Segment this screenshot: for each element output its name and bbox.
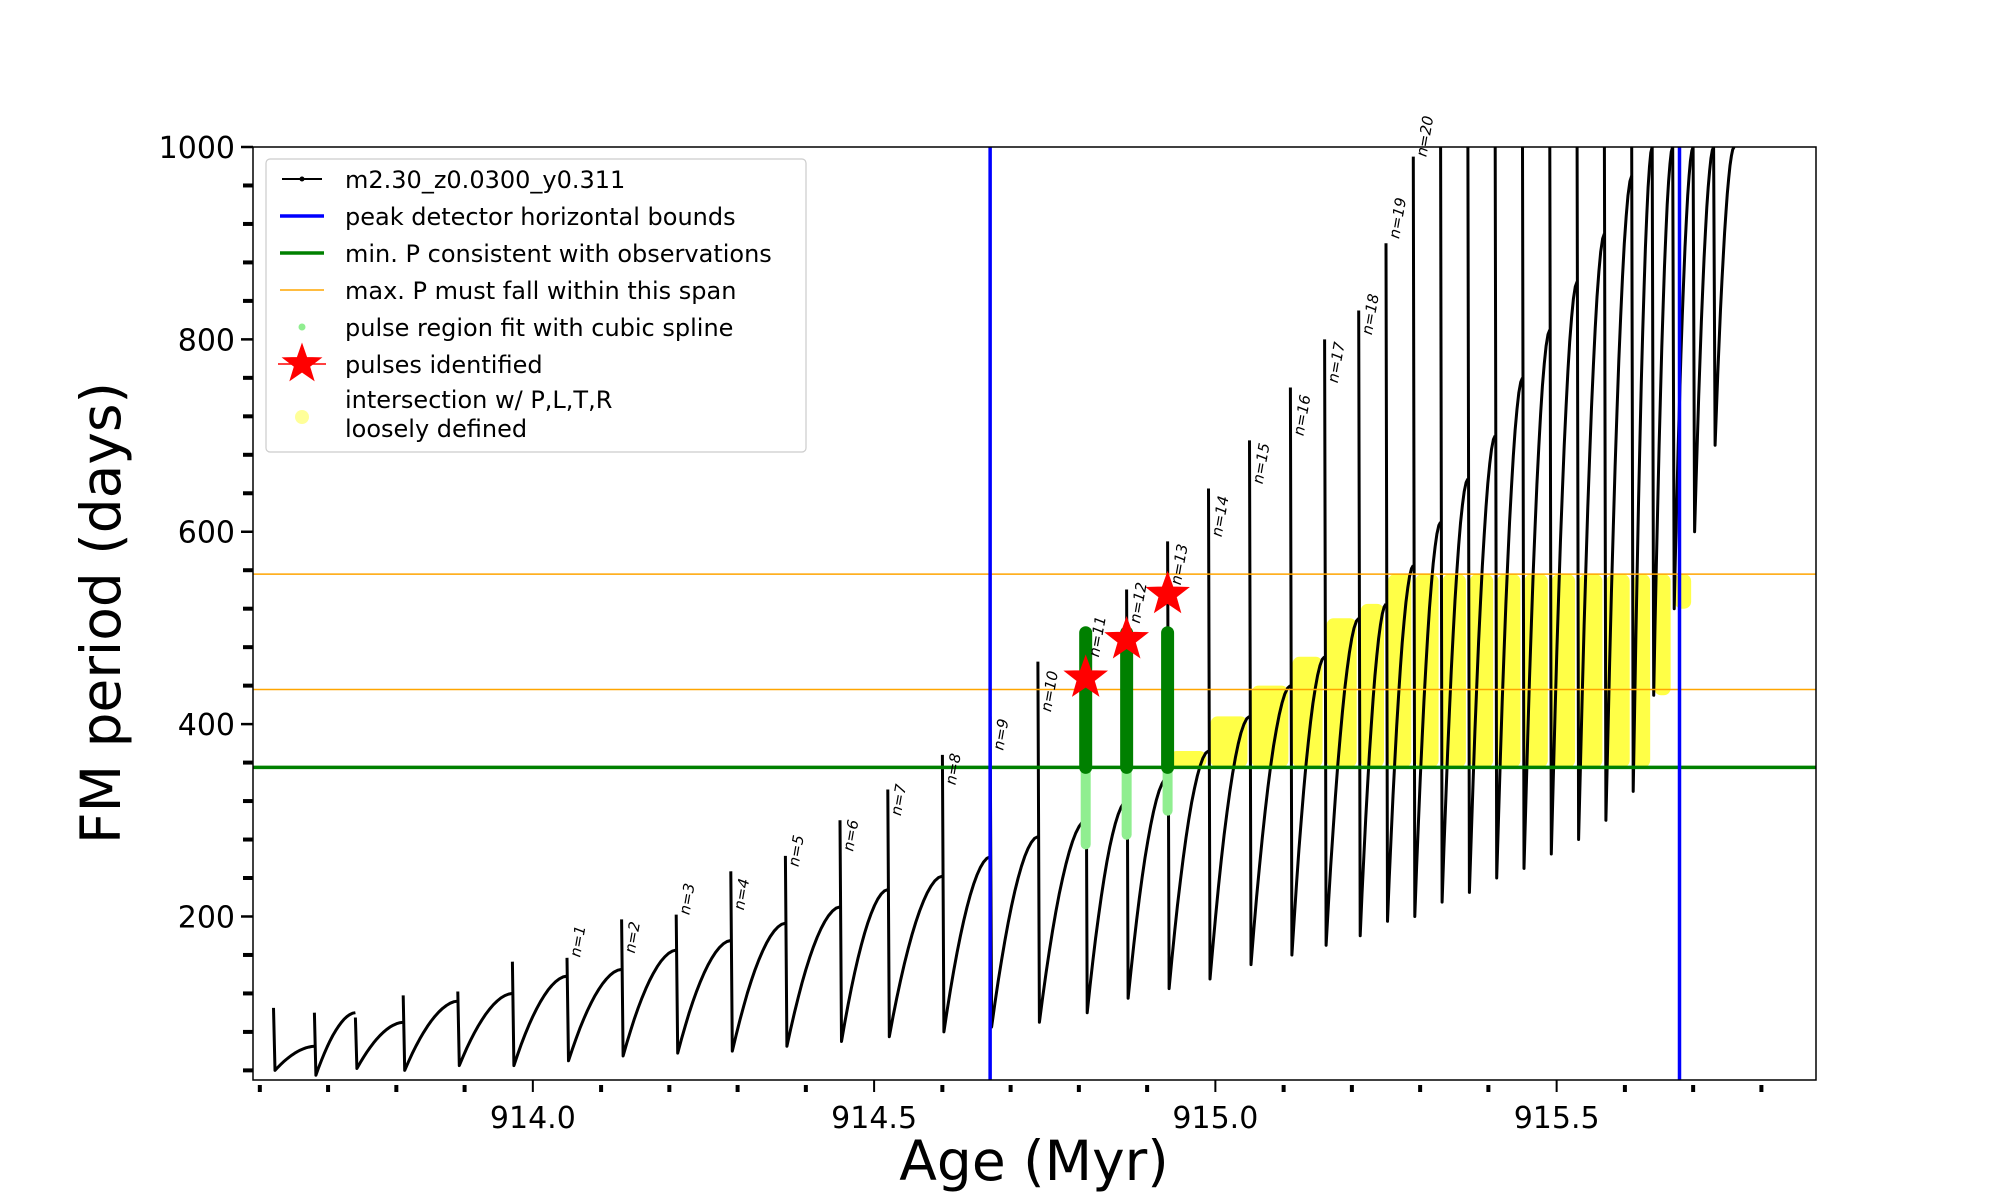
legend-swatch-track-marker <box>299 176 305 182</box>
legend-item-intersection: intersection w/ P,L,T,R loosely defined <box>295 386 612 443</box>
legend-label-spline: pulse region fit with cubic spline <box>345 314 733 342</box>
track-cycle <box>1602 147 1634 822</box>
legend-item-pulses: pulses identified <box>278 342 543 382</box>
x-axis: 914.0 914.5 915.0 915.5 <box>257 1080 1764 1136</box>
pulse-star <box>1145 570 1190 614</box>
legend-item-peak-bounds: peak detector horizontal bounds <box>280 203 736 231</box>
track-cycle <box>886 789 943 1039</box>
track-cycle <box>1288 387 1326 957</box>
y-axis: 200 400 600 800 1000 <box>159 131 253 1073</box>
plot-frame <box>252 146 1817 1081</box>
track-cycle <box>565 957 622 1063</box>
track-cycle <box>401 995 459 1072</box>
x-tick-label: 915.5 <box>1514 1101 1600 1136</box>
pulse-label: n=6 <box>839 818 862 852</box>
track-cycle <box>1084 627 1128 1015</box>
track-cycle <box>1207 488 1251 981</box>
legend-item-max-p: max. P must fall within this span <box>280 277 736 305</box>
x-tick-label: 914.5 <box>831 1101 917 1136</box>
intersection-region <box>1654 574 1671 696</box>
y-axis-title: FM period (days) <box>69 382 133 844</box>
y-tick-label: 600 <box>178 516 235 551</box>
track-cycle <box>1466 147 1497 894</box>
track-cycle <box>1548 147 1579 856</box>
pulse-label: n=2 <box>621 920 644 954</box>
pulse-star <box>1104 616 1150 659</box>
track-cycle <box>674 914 732 1055</box>
intersection-region <box>1169 751 1207 768</box>
pulse-label: n=7 <box>887 782 910 817</box>
track-cycle <box>1323 339 1360 947</box>
track-cycle <box>940 754 991 1034</box>
x-axis-title: Age (Myr) <box>899 1129 1168 1193</box>
track-cycle <box>1575 147 1606 841</box>
legend-label-max-p: max. P must fall within this span <box>345 277 736 305</box>
intersection-region <box>1210 716 1248 768</box>
pulse-label: n=8 <box>942 752 965 786</box>
track-cycle <box>988 716 1039 1029</box>
track-cycle <box>1036 661 1087 1024</box>
y-tick-label: 800 <box>178 323 235 358</box>
track-cycle <box>783 855 841 1048</box>
pulse-star <box>1063 654 1109 697</box>
legend-label-peak-bounds: peak detector horizontal bounds <box>345 203 736 231</box>
legend-box <box>265 158 807 453</box>
intersection-region <box>1606 574 1630 768</box>
pulse-label: n=1 <box>566 924 589 958</box>
track-cycle <box>456 991 513 1068</box>
vertical-lines-layer <box>988 147 1682 1080</box>
track-cycle <box>1384 243 1415 923</box>
legend-swatch-pulses-star <box>281 342 323 382</box>
track-cycle <box>1411 156 1442 918</box>
track-cycle <box>1248 440 1292 967</box>
track-cycle <box>1357 310 1388 938</box>
y-tick-label: 1000 <box>159 131 235 166</box>
pulse-label: n=3 <box>675 882 698 916</box>
track-cycle <box>353 1017 404 1070</box>
legend-item-min-p: min. P consistent with observations <box>280 240 772 268</box>
legend-item-track: m2.30_z0.0300_y0.311 <box>282 166 625 194</box>
pulse-label: n=9 <box>989 717 1012 751</box>
track-cycle <box>1650 147 1675 697</box>
horizontal-lines-layer <box>253 573 1816 770</box>
track-cycle <box>620 919 677 1058</box>
legend-label-track: m2.30_z0.0300_y0.311 <box>345 166 625 194</box>
legend-swatch-spline <box>298 323 306 331</box>
track-cycle <box>838 820 889 1043</box>
track-cycle <box>1671 147 1695 611</box>
track-cycle <box>272 1007 315 1072</box>
intersection-region <box>1251 685 1289 768</box>
legend-label-min-p: min. P consistent with observations <box>345 240 772 268</box>
track-cycle <box>1630 147 1654 793</box>
x-tick-label: 914.0 <box>490 1101 576 1136</box>
intersection-region <box>1674 574 1692 609</box>
pulse-label: n=4 <box>730 877 753 911</box>
legend-label-intersection-line2: loosely defined <box>345 415 527 443</box>
track-cycle <box>312 1011 356 1077</box>
stars-layer <box>1063 570 1190 697</box>
legend-item-spline: pulse region fit with cubic spline <box>298 314 733 342</box>
y-tick-label: 400 <box>178 708 235 743</box>
intersection-region <box>1633 574 1651 768</box>
track-cycle <box>1166 541 1210 991</box>
x-tick-label: 915.0 <box>1172 1101 1258 1136</box>
track-cycle <box>1691 147 1715 534</box>
legend-label-intersection-line1: intersection w/ P,L,T,R <box>345 386 612 414</box>
y-tick-label: 200 <box>178 900 235 935</box>
track-cycle <box>1439 147 1470 904</box>
track-cycle <box>1521 147 1552 870</box>
track-cycle <box>1125 589 1169 1000</box>
track-cycle <box>1493 147 1524 880</box>
track-cycle <box>729 871 786 1053</box>
legend-label-pulses: pulses identified <box>345 351 543 379</box>
legend-swatch-intersection <box>295 410 309 424</box>
track-cycle <box>510 961 568 1068</box>
track-cycle <box>1712 147 1736 447</box>
legend: m2.30_z0.0300_y0.311 peak detector horiz… <box>265 158 807 453</box>
black-track-layer <box>272 147 1736 1077</box>
pulse-label: n=5 <box>785 834 808 868</box>
